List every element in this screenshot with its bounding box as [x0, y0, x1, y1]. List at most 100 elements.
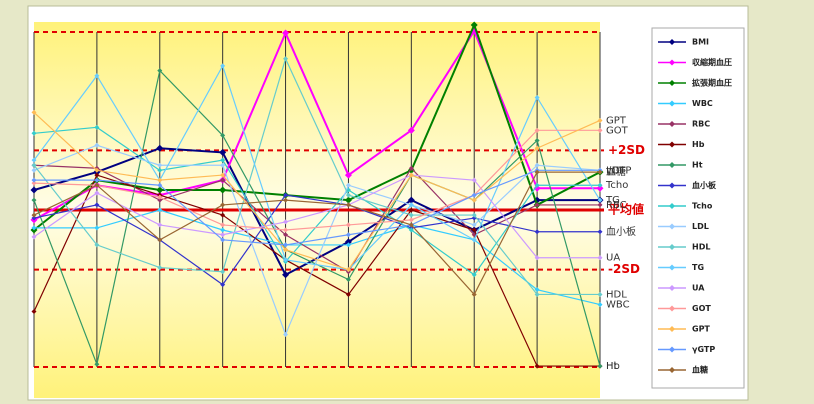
- legend-marker: [669, 346, 675, 353]
- data-point: [534, 229, 540, 235]
- data-point: [597, 117, 603, 123]
- data-point: [597, 229, 603, 235]
- data-point: [283, 331, 289, 337]
- data-point: [283, 192, 289, 198]
- data-point: [408, 217, 414, 223]
- legend-marker: [669, 141, 675, 148]
- reference-label: +2SD: [608, 143, 645, 157]
- series-end-label: Ht: [606, 361, 618, 372]
- data-point: [94, 202, 100, 208]
- series-end-label: 血糖: [606, 165, 626, 178]
- data-point: [534, 291, 540, 297]
- data-point: [344, 171, 352, 179]
- data-point: [94, 177, 100, 183]
- data-point: [345, 291, 351, 297]
- legend-label: HDL: [692, 243, 710, 252]
- legend-label: 血小板: [692, 180, 717, 190]
- legend-marker: [669, 80, 675, 86]
- data-point: [597, 182, 603, 188]
- legend-marker: [669, 39, 675, 45]
- data-point: [471, 291, 477, 297]
- data-point: [345, 232, 351, 238]
- series-end-label: HDL: [606, 289, 627, 300]
- legend-marker: [669, 182, 675, 189]
- data-point: [157, 182, 163, 188]
- data-point: [597, 197, 603, 203]
- data-point: [533, 184, 541, 192]
- data-point: [471, 197, 477, 203]
- series-line: [33, 174, 600, 259]
- data-point: [471, 192, 477, 198]
- data-point: [534, 202, 540, 208]
- data-point: [220, 172, 226, 178]
- data-point: [534, 145, 540, 151]
- data-point: [345, 277, 351, 283]
- data-point: [282, 271, 290, 279]
- data-point: [220, 157, 226, 163]
- data-point: [534, 94, 540, 100]
- data-point: [408, 202, 414, 208]
- data-point: [31, 197, 37, 203]
- reference-label: 平均値: [608, 202, 644, 217]
- data-point: [283, 247, 289, 253]
- legend-marker: [669, 121, 675, 127]
- data-point: [31, 215, 37, 221]
- legend-marker: [669, 59, 675, 66]
- legend-marker: [669, 367, 675, 373]
- data-point: [156, 144, 164, 152]
- data-point: [534, 162, 540, 168]
- data-point: [94, 361, 100, 367]
- data-point: [534, 363, 540, 369]
- data-point: [157, 68, 163, 74]
- data-point: [31, 234, 37, 240]
- legend-marker: [669, 264, 675, 271]
- data-point: [31, 130, 37, 136]
- data-point: [534, 182, 540, 188]
- data-point: [534, 287, 540, 293]
- data-point: [94, 182, 100, 188]
- series-end-label: GOT: [606, 125, 629, 136]
- data-point: [31, 157, 37, 163]
- legend-label: WBC: [692, 99, 713, 108]
- data-point: [407, 196, 415, 204]
- data-point: [157, 237, 163, 243]
- data-point: [471, 222, 477, 228]
- legend-label: LDL: [692, 222, 709, 231]
- series-end-label: UA: [606, 253, 620, 264]
- data-point: [345, 222, 351, 228]
- data-point: [282, 29, 290, 37]
- data-point: [220, 63, 226, 69]
- data-point: [283, 242, 289, 248]
- data-point: [157, 162, 163, 168]
- series-line: [33, 171, 600, 296]
- series-end-label: Hb: [606, 361, 620, 372]
- data-point: [157, 207, 163, 213]
- data-point: [31, 180, 37, 186]
- data-point: [597, 291, 603, 297]
- data-point: [157, 167, 163, 173]
- series-group: [30, 21, 604, 369]
- data-point: [31, 177, 37, 183]
- series-end-label: 血小板: [606, 225, 636, 238]
- data-point: [408, 172, 414, 178]
- data-point: [597, 255, 603, 261]
- data-point: [408, 207, 414, 213]
- legend-label: 拡張期血圧: [692, 78, 732, 88]
- data-point: [470, 21, 478, 29]
- legend-label: 血糖: [692, 365, 708, 375]
- data-point: [31, 162, 37, 168]
- data-point: [31, 212, 37, 218]
- legend-label: GOT: [692, 304, 711, 313]
- series-end-label: γGTP: [606, 165, 631, 176]
- series-end-label: LDL: [606, 165, 625, 176]
- legend-label: Tcho: [692, 202, 713, 211]
- legend-label: 収縮期血圧: [692, 57, 732, 67]
- data-point: [283, 219, 289, 225]
- series-end-label: Tcho: [605, 180, 628, 191]
- data-point: [283, 232, 289, 238]
- data-point: [30, 186, 38, 194]
- legend-label: GPT: [692, 325, 710, 334]
- legend-marker: [669, 223, 675, 230]
- series-end-label: WBC: [606, 300, 630, 311]
